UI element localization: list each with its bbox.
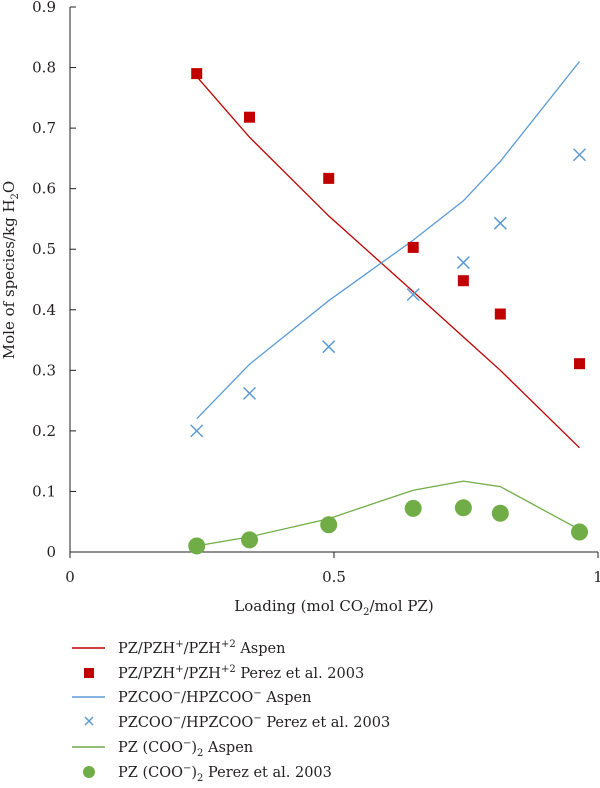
data-point-cross [572, 148, 587, 162]
y-tick-label: 0.9 [32, 0, 56, 16]
data-point-circle [188, 537, 206, 555]
y-tick-label: 0.1 [32, 482, 56, 500]
legend-swatch-circle [83, 766, 95, 778]
legend-swatch-square [84, 668, 94, 678]
legend-item-pzcoo2-perez: PZ (COO−)2 Perez et al. 2003 [83, 763, 332, 784]
data-point-cross [456, 256, 470, 270]
legend-item-pzcoo2-aspen: PZ (COO−)2 Aspen [72, 738, 253, 759]
data-point-cross [242, 386, 257, 400]
data-point-cross [493, 216, 507, 230]
y-tick-label: 0.2 [32, 422, 56, 440]
data-point-square [323, 172, 335, 184]
x-tick-label: 1 [593, 568, 600, 586]
series-line-0 [196, 76, 580, 449]
data-point-square [191, 68, 203, 80]
legend-label: PZCOO−/HPZCOO− Aspen [118, 688, 311, 706]
data-point-cross [322, 340, 336, 354]
data-point-circle [454, 499, 472, 517]
y-tick-label: 0.5 [32, 240, 56, 258]
y-tick-label: 0.4 [32, 301, 56, 319]
legend-label: PZ/PZH+/PZH+2 Aspen [118, 639, 285, 657]
series-line-2 [196, 61, 581, 420]
data-point-circle [404, 499, 422, 517]
data-point-circle [320, 516, 338, 534]
legend-label: PZ/PZH+/PZH+2 Perez et al. 2003 [118, 664, 364, 682]
legend-item-pzcoo-aspen: PZCOO−/HPZCOO− Aspen [72, 688, 311, 706]
legend-item-pz-perez: PZ/PZH+/PZH+2 Perez et al. 2003 [84, 664, 364, 682]
x-ticks: 0 0.5 1 [65, 552, 600, 586]
x-tick-label: 0.5 [322, 568, 346, 586]
plot-area: 00.10.20.30.40.50.60.70.80.9 0 0.5 1 [32, 0, 600, 586]
legend-label: PZ (COO−)2 Perez et al. 2003 [118, 763, 332, 784]
y-tick-label: 0.6 [32, 180, 56, 198]
data-point-circle [241, 531, 259, 549]
x-tick-label: 0 [65, 568, 75, 586]
series-lines [196, 61, 581, 547]
series-markers [188, 68, 589, 555]
legend-label: PZCOO−/HPZCOO− Perez et al. 2003 [118, 713, 390, 731]
data-point-circle [491, 504, 509, 522]
data-point-cross [190, 424, 204, 438]
y-axis-title: Mole of species/kg H2O [0, 181, 21, 359]
data-point-cross [406, 288, 420, 302]
data-point-circle [571, 523, 589, 541]
data-point-square [494, 308, 506, 320]
x-axis-title: Loading (mol CO2/mol PZ) [234, 597, 433, 618]
y-tick-label: 0.3 [32, 361, 56, 379]
legend-item-pzcoo-perez: PZCOO−/HPZCOO− Perez et al. 2003 [84, 713, 390, 731]
legend-swatch-cross [84, 716, 94, 726]
legend-item-pz-aspen: PZ/PZH+/PZH+2 Aspen [72, 639, 285, 657]
y-tick-label: 0 [46, 543, 56, 561]
y-ticks: 0 0.1 0.2 0.3 0.4 0.5 0.6 0.7 0.8 0.9 [32, 0, 76, 561]
data-point-square [407, 241, 419, 253]
data-point-square [244, 111, 256, 123]
legend-label: PZ (COO−)2 Aspen [118, 738, 253, 759]
y-tick-label: 0.7 [32, 119, 56, 137]
data-point-square [574, 358, 586, 370]
y-tick-label: 0.8 [32, 59, 56, 77]
legend: PZ/PZH+/PZH+2 Aspen PZ/PZH+/PZH+2 Perez … [72, 639, 390, 784]
data-point-square [457, 275, 469, 287]
